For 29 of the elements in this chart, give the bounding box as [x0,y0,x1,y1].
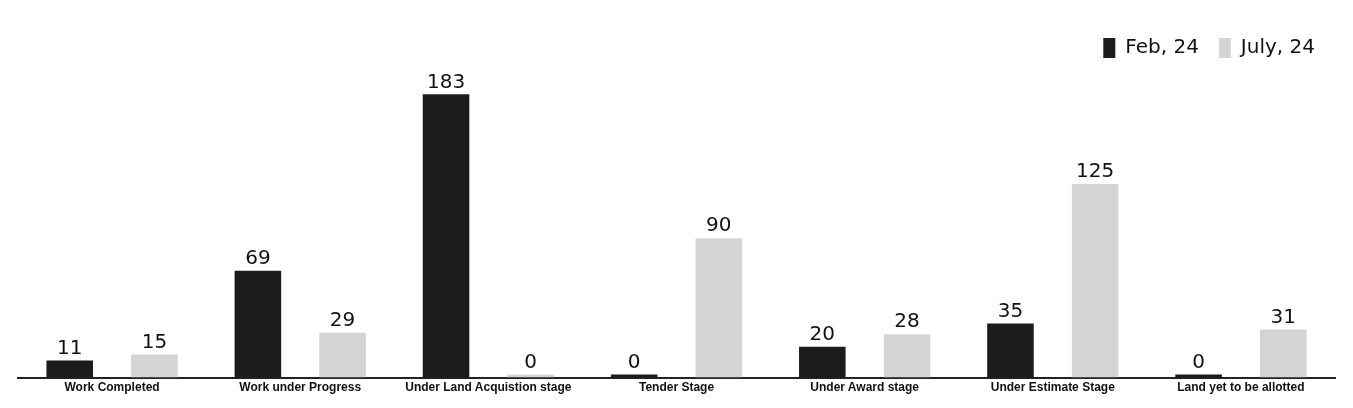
bar [319,332,366,378]
bar [695,238,743,378]
x-tick-label: Work Completed [64,380,160,395]
x-tick-label: Under Estimate Stage [990,380,1116,395]
data-label: 69 [245,244,271,269]
x-tick-label: Work under Progress [239,380,362,395]
data-label: 20 [809,320,836,345]
data-label: 0 [627,348,641,373]
bar [883,334,931,378]
data-label: 0 [1192,348,1205,373]
data-label: 11 [57,334,83,359]
data-label: 0 [524,348,538,373]
legend-label: July, 24 [1238,34,1316,59]
legend-label: Feb, 24 [1125,34,1199,59]
data-label: 90 [706,212,732,237]
data-label: 15 [141,328,168,353]
x-tick-label: Tender Stage [638,380,715,395]
data-label: 28 [894,308,920,333]
x-tick-label: Under Award stage [810,380,920,395]
bar [1071,184,1119,378]
data-label: 125 [1076,158,1115,183]
bar [1259,329,1307,378]
x-tick-label: Land yet to be allotted [1177,380,1305,395]
data-label: 35 [997,297,1024,322]
data-label: 29 [329,306,356,331]
bar [131,354,178,378]
data-label: 31 [1270,303,1296,328]
x-tick-label: Under Land Acquistion stage [405,380,572,395]
data-label: 183 [426,68,466,93]
